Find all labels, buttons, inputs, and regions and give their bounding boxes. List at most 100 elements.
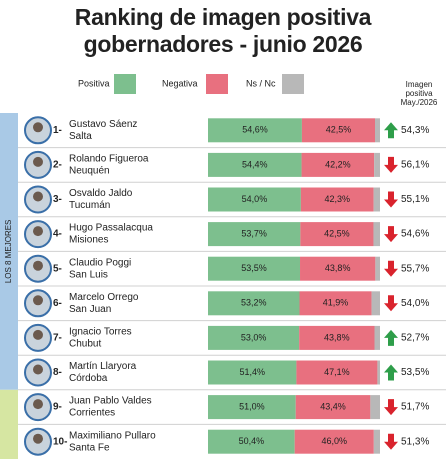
bar-segment xyxy=(373,222,380,247)
value-label: 54,6% xyxy=(242,125,268,135)
group-strip xyxy=(0,113,18,390)
bar-segment xyxy=(375,256,380,281)
avatar-head xyxy=(33,226,43,237)
rank: 2- xyxy=(53,160,62,171)
avatar-head xyxy=(33,191,43,202)
bar-segment xyxy=(371,291,380,316)
province: Neuquén xyxy=(69,166,110,177)
bar-segment xyxy=(300,187,374,212)
previous-value: 54,3% xyxy=(401,125,429,136)
name: Osvaldo Jaldo xyxy=(69,188,133,199)
bar-segment xyxy=(373,187,380,212)
bar-segment xyxy=(300,256,376,281)
bar-segment xyxy=(208,395,296,420)
rank: 3- xyxy=(53,194,62,205)
name: Claudio Poggi xyxy=(69,257,131,268)
trend-arrow xyxy=(384,260,398,277)
value-label: 43,8% xyxy=(324,332,350,342)
value-label: 51,0% xyxy=(239,401,265,411)
province: Salta xyxy=(69,131,92,142)
trend-arrow xyxy=(384,364,398,381)
avatar-head xyxy=(33,122,43,133)
bar-segment xyxy=(208,187,301,212)
value-label: 42,2% xyxy=(325,159,351,169)
trend-arrow xyxy=(384,433,398,450)
bar-segment xyxy=(300,222,374,247)
province: Corrientes xyxy=(69,408,115,419)
bar-segment xyxy=(208,222,301,247)
bar-segment xyxy=(377,360,380,385)
province: Misiones xyxy=(69,235,108,246)
name: Marcelo Orrego xyxy=(69,292,139,303)
avatar-head xyxy=(33,364,43,375)
previous-value: 55,1% xyxy=(401,194,429,205)
bar-segment xyxy=(373,429,380,454)
bar-segment xyxy=(294,429,374,454)
value-label: 46,0% xyxy=(321,436,347,446)
name: Hugo Passalacqua xyxy=(69,223,153,234)
province: Santa Fe xyxy=(69,442,110,453)
group-strip xyxy=(0,389,18,459)
name: Maximiliano Pullaro xyxy=(69,430,156,441)
value-label: 51,4% xyxy=(239,367,265,377)
province: San Luis xyxy=(69,269,108,280)
previous-header: Imagen positiva May./2026 xyxy=(400,80,438,107)
rank: 10- xyxy=(53,436,67,447)
bar-segment xyxy=(374,325,380,350)
province: Córdoba xyxy=(69,373,108,384)
previous-value: 52,7% xyxy=(401,333,429,344)
bar-segment xyxy=(208,291,300,316)
previous-value: 53,5% xyxy=(401,367,429,378)
trend-arrow xyxy=(384,295,398,312)
rank: 9- xyxy=(53,402,62,413)
value-label: 53,0% xyxy=(241,332,267,342)
value-label: 42,3% xyxy=(324,194,350,204)
bar-segment xyxy=(301,152,375,177)
legend-label: Negativa xyxy=(162,78,198,88)
value-label: 42,5% xyxy=(326,125,352,135)
bar-segment xyxy=(296,360,378,385)
province: San Juan xyxy=(69,304,111,315)
province: Tucumán xyxy=(69,200,110,211)
bar-segment xyxy=(375,118,380,143)
bar-segment xyxy=(208,256,301,281)
avatar-head xyxy=(33,399,43,410)
value-label: 41,9% xyxy=(323,298,349,308)
legend-swatch xyxy=(206,74,228,94)
bar-segment xyxy=(299,291,372,316)
avatar-head xyxy=(33,329,43,340)
province: Chubut xyxy=(69,339,101,350)
value-label: 53,2% xyxy=(241,298,267,308)
name: Juan Pablo Valdes xyxy=(69,396,152,407)
value-label: 47,1% xyxy=(324,367,350,377)
value-label: 50,4% xyxy=(239,436,265,446)
trend-arrow xyxy=(384,399,398,416)
rank: 7- xyxy=(53,333,62,344)
trend-arrow xyxy=(384,226,398,243)
chart-title: Ranking de imagen positiva gobernadores … xyxy=(74,4,372,57)
name: Ignacio Torres xyxy=(69,327,132,338)
previous-value: 55,7% xyxy=(401,263,429,274)
value-label: 54,0% xyxy=(242,194,268,204)
value-label: 42,5% xyxy=(324,228,350,238)
previous-value: 54,0% xyxy=(401,298,429,309)
bar-segment xyxy=(299,325,375,350)
legend-label: Ns / Nc xyxy=(246,78,276,88)
value-label: 43,8% xyxy=(325,263,351,273)
group-label: LOS 8 MEJORES xyxy=(4,220,13,284)
rank: 1- xyxy=(53,125,62,136)
bar-segment xyxy=(374,152,380,177)
legend-swatch xyxy=(114,74,136,94)
trend-arrow xyxy=(384,191,398,208)
previous-value: 54,6% xyxy=(401,229,429,240)
bar-segment xyxy=(208,360,297,385)
trend-arrow xyxy=(384,329,398,346)
avatar-head xyxy=(33,260,43,271)
previous-value: 51,3% xyxy=(401,436,429,447)
rank: 8- xyxy=(53,367,62,378)
avatar-head xyxy=(33,156,43,167)
bar-segment xyxy=(208,152,302,177)
name: Rolando Figueroa xyxy=(69,154,149,165)
